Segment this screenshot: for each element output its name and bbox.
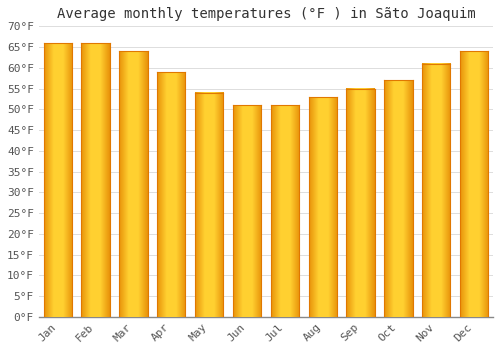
Title: Average monthly temperatures (°F ) in Sãto Joaquim: Average monthly temperatures (°F ) in Sã… <box>56 7 476 21</box>
